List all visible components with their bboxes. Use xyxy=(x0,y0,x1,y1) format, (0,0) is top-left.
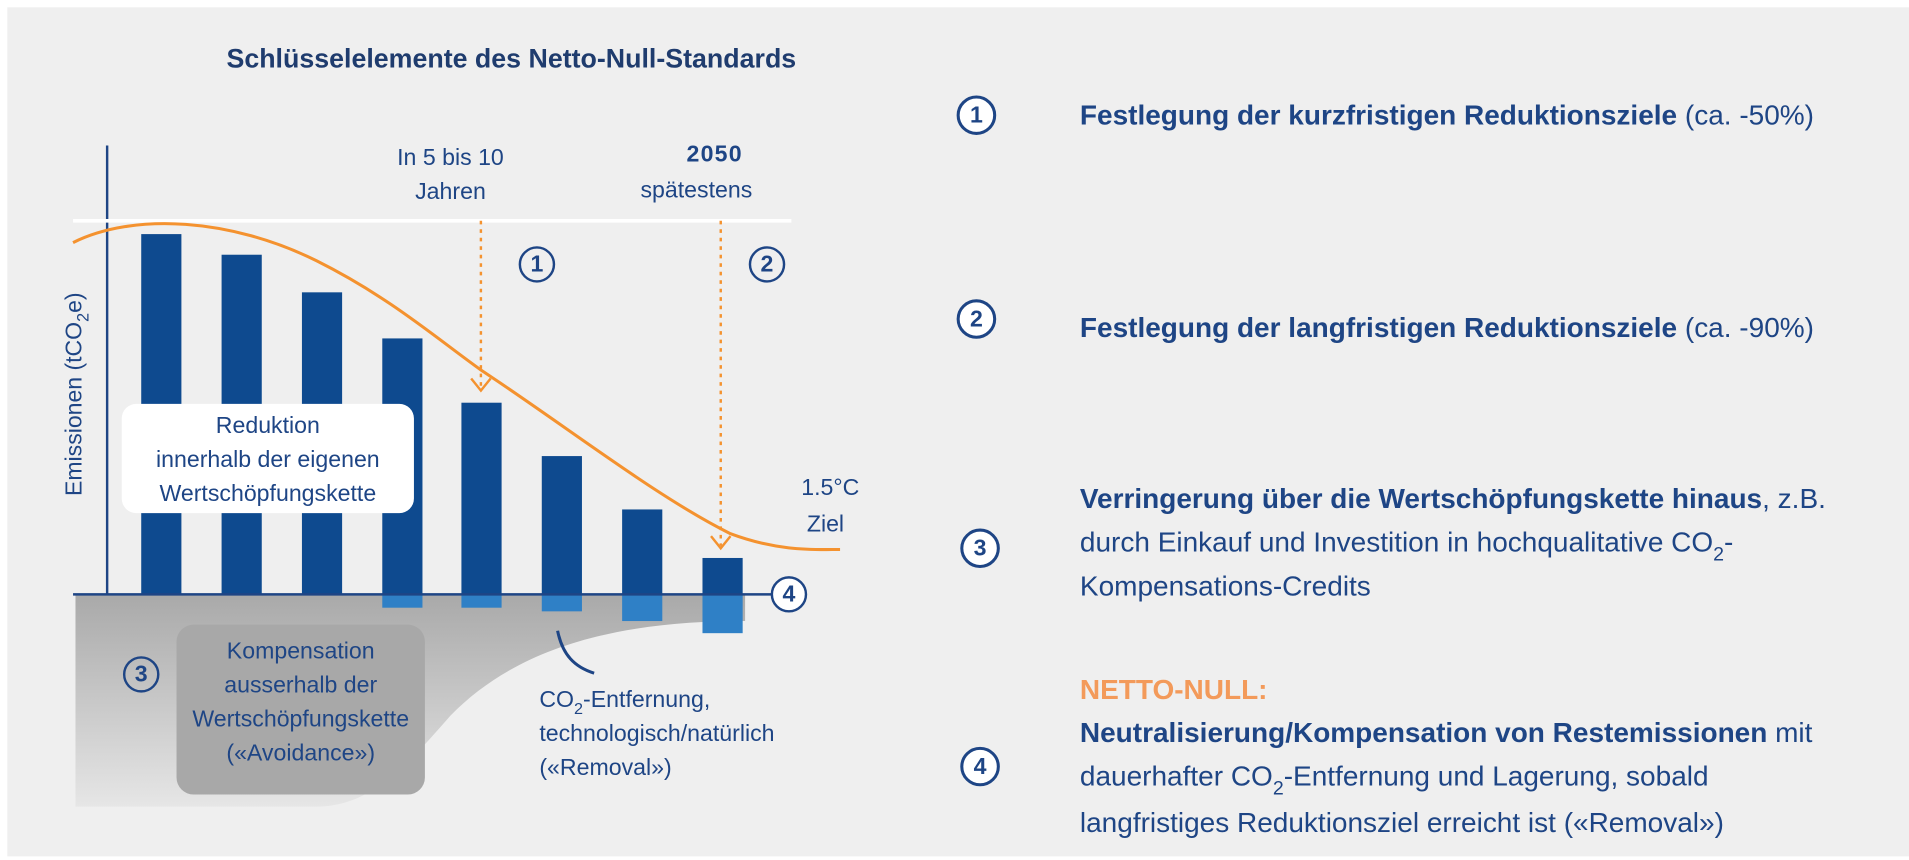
number: 2 xyxy=(970,305,983,331)
list-line: dauerhafter CO2-Entfernung und Lagerung,… xyxy=(1080,761,1709,800)
list-item: Verringerung über die Wertschöpfungskett… xyxy=(1080,483,1826,514)
box-text: ausserhalb der xyxy=(224,672,377,698)
leader-line xyxy=(556,630,595,675)
number-circle xyxy=(748,246,786,283)
pathway-curve xyxy=(72,222,841,552)
y-axis-label: Emissionen (tCO2e) xyxy=(61,292,93,496)
target-text: Ziel xyxy=(807,510,844,536)
list-line: langfristiges Reduktionsziel erreicht is… xyxy=(1080,807,1724,838)
arrow-head xyxy=(710,535,732,551)
milestone-text: 2050 xyxy=(687,140,743,166)
milestone-text: In 5 bis 10 xyxy=(397,144,504,170)
text: , z.B. xyxy=(1762,483,1826,514)
list-item: Festlegung der kurzfristigen Reduktionsz… xyxy=(1080,100,1814,131)
bar xyxy=(461,402,502,595)
box-text: Wertschöpfungskette xyxy=(159,480,376,506)
number: 1 xyxy=(970,102,983,128)
list-line: durch Einkauf und Investition in hochqua… xyxy=(1080,527,1733,566)
compensation-box xyxy=(176,624,425,795)
box-text: Wertschöpfungskette xyxy=(192,706,409,732)
number-circle xyxy=(960,746,1000,787)
removal-bar xyxy=(702,594,743,634)
bar xyxy=(541,456,582,595)
bold-text: Neutralisierung/Kompensation von Restemi… xyxy=(1080,717,1767,748)
bar xyxy=(702,557,743,595)
milestone-text: Jahren xyxy=(415,178,486,204)
bold-text: Festlegung der langfristigen Reduktionsz… xyxy=(1080,312,1677,343)
bold-text: Festlegung der kurzfristigen Reduktionsz… xyxy=(1080,100,1677,131)
arrow-head xyxy=(470,377,492,393)
list: 1 Festlegung der kurzfristigen Reduktion… xyxy=(956,95,1826,838)
box-text: («Avoidance») xyxy=(226,740,375,766)
text: mit xyxy=(1767,717,1812,748)
number-circle xyxy=(122,656,160,693)
number-circle xyxy=(518,246,556,283)
removal-text: CO2-Entfernung, xyxy=(539,686,710,718)
list-item: Festlegung der langfristigen Reduktionsz… xyxy=(1080,312,1814,343)
milestone-text: spätestens xyxy=(640,177,752,203)
number-circle xyxy=(956,95,997,135)
number: 1 xyxy=(530,251,543,277)
removal-bars xyxy=(382,594,743,634)
number-circle xyxy=(956,299,997,339)
subscript: 2 xyxy=(1713,544,1724,566)
bold-text: Verringerung über die Wertschöpfungskett… xyxy=(1080,483,1762,514)
removal-bar xyxy=(461,594,502,608)
text: (ca. -90%) xyxy=(1677,312,1814,343)
number: 3 xyxy=(135,661,148,687)
box-text: Kompensation xyxy=(227,638,375,664)
list-item: Neutralisierung/Kompensation von Restemi… xyxy=(1080,717,1813,748)
text: -Entfernung und Lagerung, sobald xyxy=(1284,761,1709,792)
removal-bar xyxy=(541,594,582,612)
box-text: innerhalb der eigenen xyxy=(156,446,380,472)
title: Schlüsselelemente des Netto-Null-Standar… xyxy=(226,44,796,74)
number: 4 xyxy=(974,753,987,779)
text: durch Einkauf und Investition in hochqua… xyxy=(1080,527,1713,558)
removal-bar xyxy=(622,594,663,622)
box-text: Reduktion xyxy=(216,412,320,438)
list-line: Kompensations-Credits xyxy=(1080,571,1371,602)
reduction-box xyxy=(121,403,414,514)
removal-text: («Removal») xyxy=(539,754,671,780)
number-circle xyxy=(960,528,1000,568)
text: - xyxy=(1724,527,1733,558)
number: 4 xyxy=(782,581,795,607)
subscript: 2 xyxy=(75,313,93,322)
removal-bar xyxy=(382,594,423,608)
text-part: CO xyxy=(539,686,574,712)
number: 2 xyxy=(761,251,774,277)
text: (ca. -50%) xyxy=(1677,100,1814,131)
subscript: 2 xyxy=(1273,778,1284,800)
text: dauerhafter CO xyxy=(1080,761,1273,792)
label-part: e) xyxy=(61,292,87,312)
removal-text: technologisch/natürlich xyxy=(539,720,774,746)
bar xyxy=(622,509,663,595)
list-heading: NETTO-NULL: xyxy=(1080,674,1268,705)
subscript: 2 xyxy=(574,700,583,718)
target-text: 1.5°C xyxy=(801,474,859,500)
label-part: Emissionen (tCO xyxy=(61,322,87,496)
number: 3 xyxy=(974,535,987,561)
number-circle xyxy=(770,576,808,613)
text-part: -Entfernung, xyxy=(583,686,710,712)
